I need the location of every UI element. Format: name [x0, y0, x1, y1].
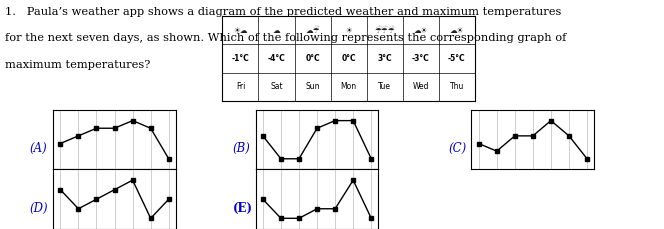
Text: Sun: Sun: [305, 82, 320, 91]
Text: ☁☀: ☁☀: [450, 26, 464, 35]
Text: Sat: Sat: [270, 82, 283, 91]
Text: ☀: ☀: [345, 26, 352, 35]
Text: Mon: Mon: [341, 82, 357, 91]
Text: 0°C: 0°C: [305, 54, 320, 63]
Text: 3°C: 3°C: [377, 54, 392, 63]
Text: ☁☀: ☁☀: [414, 26, 428, 35]
Text: Fri: Fri: [236, 82, 245, 91]
Text: (A): (A): [30, 142, 48, 155]
Text: Thu: Thu: [450, 82, 464, 91]
Text: (B): (B): [232, 142, 250, 155]
Text: ☀☁: ☀☁: [233, 26, 248, 35]
Text: ☔☔☔: ☔☔☔: [374, 26, 395, 35]
Text: Wed: Wed: [412, 82, 429, 91]
Text: -5°C: -5°C: [448, 54, 465, 63]
Text: -1°C: -1°C: [232, 54, 250, 63]
Text: -3°C: -3°C: [412, 54, 430, 63]
Text: (E): (E): [232, 202, 252, 215]
Text: 1.   Paula’s weather app shows a diagram of the predicted weather and maximum te: 1. Paula’s weather app shows a diagram o…: [5, 7, 562, 17]
Text: ☁: ☁: [273, 26, 280, 35]
Text: for the next seven days, as shown. Which of the following represents the corresp: for the next seven days, as shown. Which…: [5, 33, 566, 43]
Text: (D): (D): [30, 202, 48, 215]
Text: Tue: Tue: [378, 82, 391, 91]
Text: 0°C: 0°C: [341, 54, 356, 63]
Text: maximum temperatures?: maximum temperatures?: [5, 60, 151, 70]
Text: -4°C: -4°C: [268, 54, 286, 63]
Text: ☁☔: ☁☔: [305, 26, 320, 35]
Text: (C): (C): [448, 142, 466, 155]
